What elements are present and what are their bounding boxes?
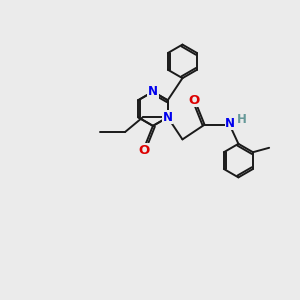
Text: O: O xyxy=(189,94,200,107)
Text: N: N xyxy=(163,111,173,124)
Text: H: H xyxy=(237,113,247,126)
Text: N: N xyxy=(148,85,158,98)
Text: N: N xyxy=(163,111,173,124)
Text: N: N xyxy=(225,117,235,130)
Text: O: O xyxy=(139,144,150,157)
